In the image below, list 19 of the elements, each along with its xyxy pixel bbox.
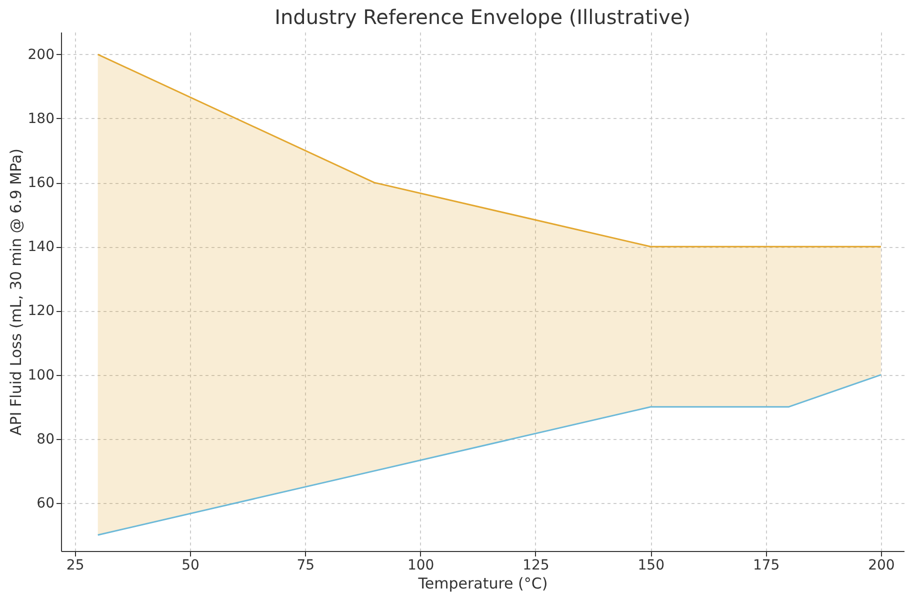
chart-title: Industry Reference Envelope (Illustrative) bbox=[274, 5, 690, 29]
y-tick-label: 160 bbox=[28, 175, 54, 192]
y-tick-label: 140 bbox=[28, 239, 54, 256]
y-axis-title: API Fluid Loss (mL, 30 min @ 6.9 MPa) bbox=[6, 148, 25, 436]
x-tick-label: 50 bbox=[182, 558, 200, 574]
y-tick-label: 60 bbox=[36, 495, 54, 512]
y-tick-label: 120 bbox=[28, 303, 54, 320]
y-tick-label: 180 bbox=[28, 111, 54, 127]
x-tick-label: 75 bbox=[296, 558, 315, 574]
x-axis-title: Temperature (°C) bbox=[417, 574, 548, 592]
y-tick-label: 100 bbox=[28, 367, 54, 384]
x-tick-label: 200 bbox=[868, 558, 895, 574]
y-tick-label: 200 bbox=[28, 46, 54, 63]
y-tick-label: 80 bbox=[36, 431, 54, 448]
x-tick-label: 175 bbox=[752, 558, 780, 574]
x-tick-label: 150 bbox=[638, 558, 665, 574]
x-tick-label: 25 bbox=[66, 558, 84, 574]
x-tick-label: 100 bbox=[407, 558, 434, 574]
x-tick-label: 125 bbox=[522, 558, 550, 574]
